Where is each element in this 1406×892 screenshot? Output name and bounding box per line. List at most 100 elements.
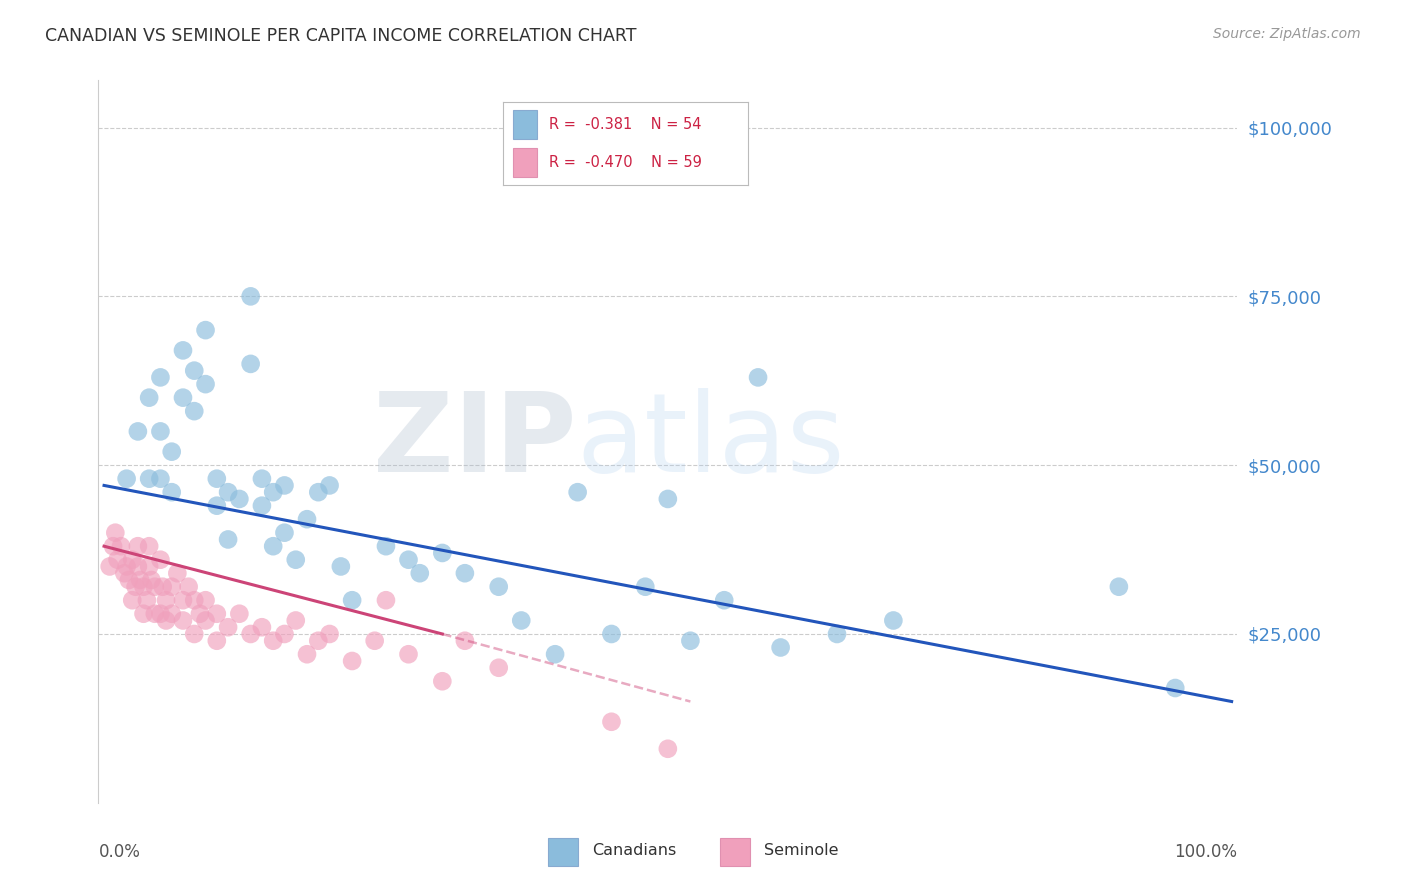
Point	[121, 552, 143, 566]
Point	[160, 580, 183, 594]
Point	[634, 580, 657, 594]
Text: 0.0%: 0.0%	[98, 843, 141, 861]
Text: atlas: atlas	[576, 388, 845, 495]
Point	[132, 580, 155, 594]
Point	[217, 485, 239, 500]
Point	[239, 289, 262, 303]
Point	[228, 607, 250, 621]
Point	[149, 472, 172, 486]
Point	[454, 633, 477, 648]
Point	[127, 539, 149, 553]
Point	[183, 627, 205, 641]
Point	[600, 714, 623, 729]
Point	[567, 485, 589, 500]
Point	[194, 593, 217, 607]
Point	[239, 627, 262, 641]
Point	[307, 485, 329, 500]
Point	[149, 607, 172, 621]
Point	[183, 593, 205, 607]
Point	[432, 674, 454, 689]
Point	[98, 559, 121, 574]
Point	[138, 391, 160, 405]
Point	[340, 654, 363, 668]
Point	[183, 364, 205, 378]
Point	[149, 425, 172, 439]
FancyBboxPatch shape	[720, 838, 751, 866]
Point	[375, 593, 398, 607]
Point	[250, 499, 273, 513]
Point	[138, 472, 160, 486]
Point	[132, 607, 155, 621]
Point	[262, 485, 284, 500]
Point	[747, 370, 769, 384]
Point	[284, 614, 307, 628]
Point	[115, 559, 138, 574]
Point	[318, 627, 340, 641]
Point	[273, 478, 295, 492]
Point	[600, 627, 623, 641]
Point	[363, 633, 385, 648]
Point	[160, 444, 183, 458]
Point	[679, 633, 702, 648]
Point	[1164, 681, 1187, 695]
Point	[121, 593, 143, 607]
Point	[155, 614, 177, 628]
Point	[284, 552, 307, 566]
Point	[544, 647, 567, 661]
Point	[882, 614, 904, 628]
Point	[194, 323, 217, 337]
Point	[141, 573, 163, 587]
Point	[115, 472, 138, 486]
Point	[177, 580, 200, 594]
Point	[152, 580, 174, 594]
Point	[172, 614, 194, 628]
Point	[110, 539, 132, 553]
Point	[273, 627, 295, 641]
Point	[329, 559, 352, 574]
Text: Source: ZipAtlas.com: Source: ZipAtlas.com	[1213, 27, 1361, 41]
Point	[454, 566, 477, 581]
Point	[713, 593, 735, 607]
Point	[172, 391, 194, 405]
Point	[135, 593, 157, 607]
Point	[183, 404, 205, 418]
Point	[825, 627, 848, 641]
Point	[188, 607, 211, 621]
Point	[172, 343, 194, 358]
Point	[149, 552, 172, 566]
Point	[510, 614, 533, 628]
Point	[155, 593, 177, 607]
Point	[375, 539, 398, 553]
Point	[239, 357, 262, 371]
Point	[657, 491, 679, 506]
Point	[127, 559, 149, 574]
Point	[228, 491, 250, 506]
Point	[166, 566, 188, 581]
Point	[138, 539, 160, 553]
Point	[217, 533, 239, 547]
Point	[205, 633, 228, 648]
Point	[107, 552, 129, 566]
Point	[160, 485, 183, 500]
Point	[194, 614, 217, 628]
Point	[124, 580, 146, 594]
Point	[217, 620, 239, 634]
Text: CANADIAN VS SEMINOLE PER CAPITA INCOME CORRELATION CHART: CANADIAN VS SEMINOLE PER CAPITA INCOME C…	[45, 27, 637, 45]
FancyBboxPatch shape	[548, 838, 578, 866]
Point	[250, 620, 273, 634]
Point	[318, 478, 340, 492]
Point	[295, 647, 318, 661]
Text: Canadians: Canadians	[592, 844, 676, 858]
Point	[205, 472, 228, 486]
Point	[340, 593, 363, 607]
Point	[143, 580, 166, 594]
Point	[307, 633, 329, 648]
Point	[104, 525, 127, 540]
Point	[112, 566, 135, 581]
Text: ZIP: ZIP	[374, 388, 576, 495]
Text: Seminole: Seminole	[763, 844, 838, 858]
Text: 100.0%: 100.0%	[1174, 843, 1237, 861]
Point	[205, 607, 228, 621]
Point	[295, 512, 318, 526]
Point	[129, 573, 152, 587]
